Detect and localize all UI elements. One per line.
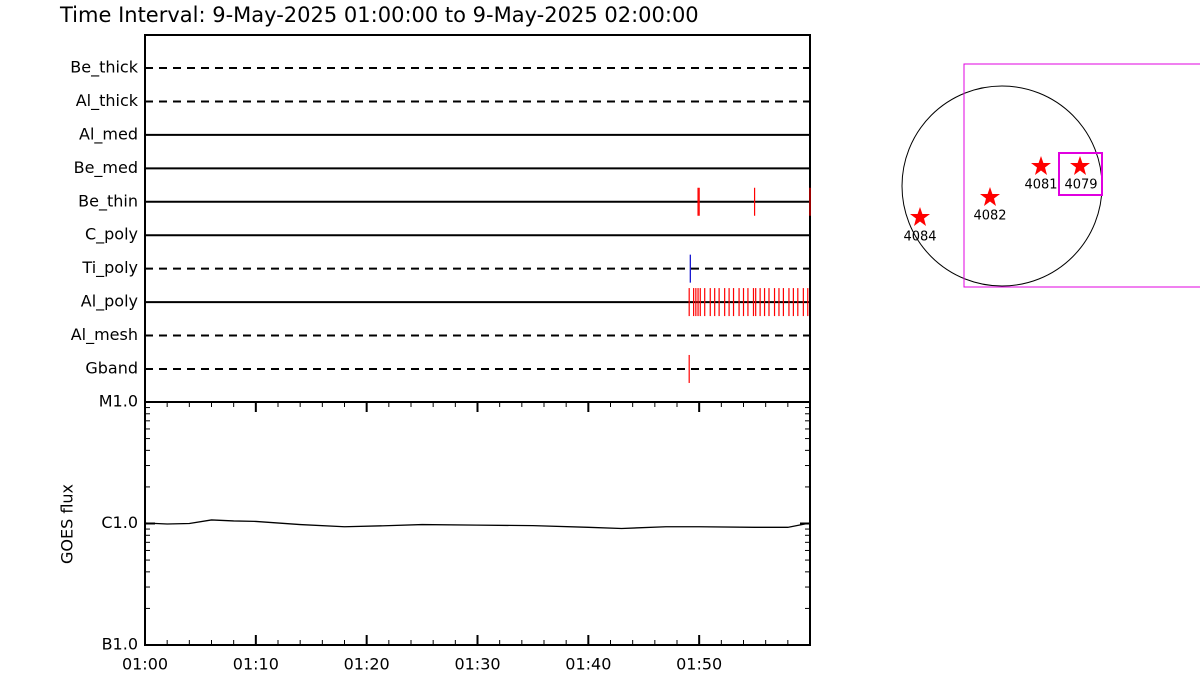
x-tick-label: 01:50 — [676, 655, 722, 674]
goes-flux-line — [144, 519, 811, 530]
y-tick-label: M1.0 — [99, 392, 138, 411]
y-tick-label: B1.0 — [102, 635, 138, 654]
x-tick-label: 01:40 — [565, 655, 611, 674]
solar-map: 4084 4082 4081 4079 — [901, 63, 1200, 288]
filter-label: Be_med — [74, 158, 138, 178]
region-star — [980, 187, 1000, 206]
region-star — [910, 207, 930, 226]
x-tick-label: 01:10 — [233, 655, 279, 674]
title: Time Interval: 9-May-2025 01:00:00 to 9-… — [59, 3, 699, 27]
filter-label: Be_thick — [70, 58, 138, 78]
region-label: 4079 — [1064, 178, 1097, 193]
filter-label: C_poly — [85, 225, 138, 245]
x-tick-label: 01:30 — [454, 655, 500, 674]
region-star — [1031, 156, 1051, 175]
goes-frame — [144, 401, 811, 646]
x-tick-label: 01:20 — [344, 655, 390, 674]
x-tick-label: 01:00 — [122, 655, 168, 674]
region-label: 4081 — [1024, 178, 1057, 193]
timeline-frame — [144, 34, 811, 403]
y-axis-label: GOES flux — [58, 484, 77, 564]
region-label: 4084 — [903, 230, 936, 245]
filter-label: Be_thin — [78, 191, 138, 211]
region-star — [1070, 156, 1090, 175]
filter-label: Al_poly — [81, 292, 138, 312]
filter-label: Gband — [85, 358, 138, 377]
region-label: 4082 — [973, 209, 1006, 224]
filter-label: Al_med — [79, 124, 138, 144]
filter-label: Ti_poly — [81, 258, 138, 278]
fov-box — [963, 63, 1200, 288]
filter-label: Al_thick — [76, 91, 139, 111]
y-tick-label: C1.0 — [101, 513, 138, 532]
filter-label: Al_mesh — [71, 325, 138, 345]
target-box — [1058, 152, 1103, 196]
